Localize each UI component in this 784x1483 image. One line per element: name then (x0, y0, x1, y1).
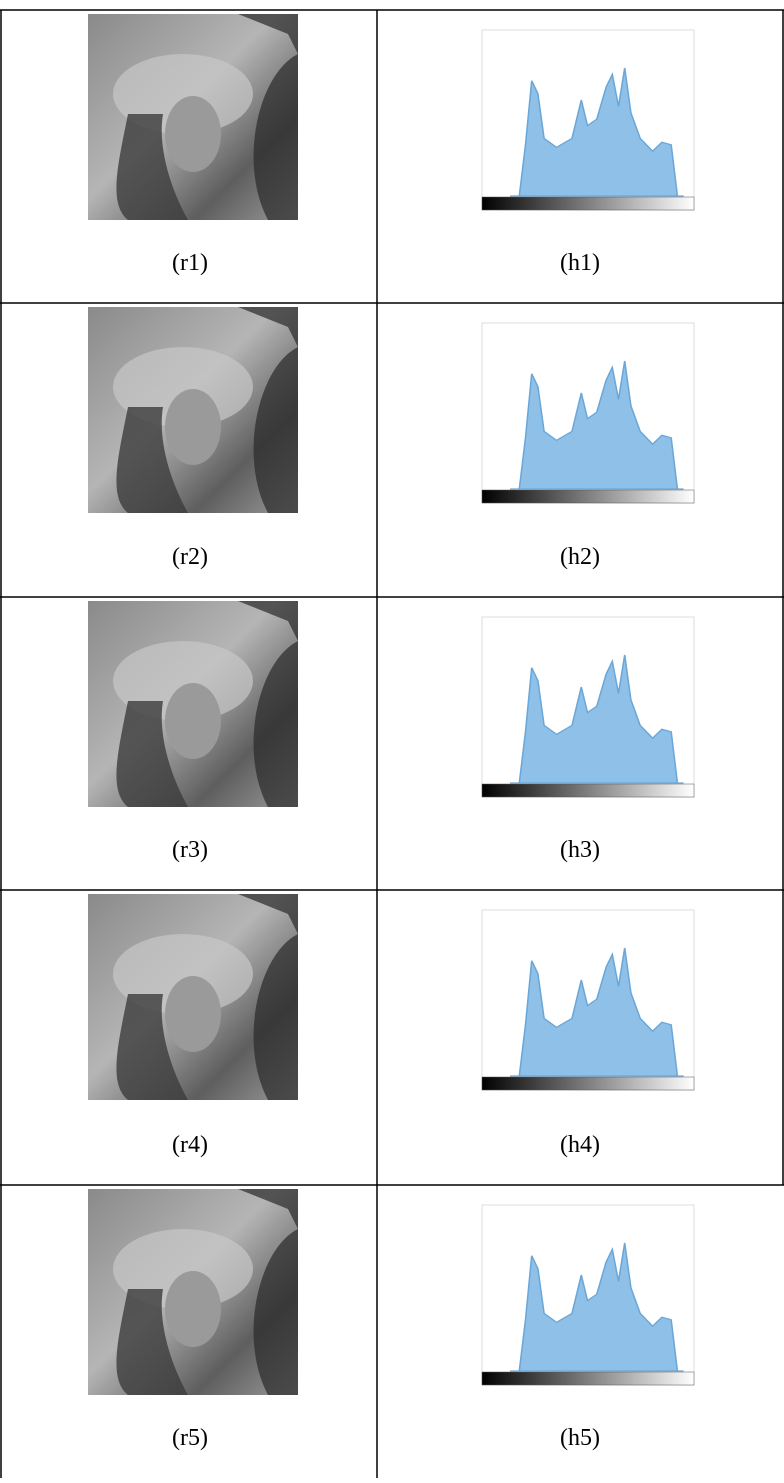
photo-detail (165, 96, 221, 172)
photo (88, 894, 298, 1100)
photo-detail (165, 976, 221, 1052)
photo (88, 307, 298, 513)
histogram-shape (510, 654, 684, 784)
photo-detail (165, 1271, 221, 1347)
caption: (h1) (560, 250, 600, 276)
photo-detail (116, 701, 188, 807)
photo-detail (116, 994, 188, 1100)
histogram-image (481, 616, 695, 798)
histogram-shape (510, 67, 684, 197)
photo (88, 14, 298, 220)
caption: (h5) (560, 1425, 600, 1451)
photo-detail (165, 389, 221, 465)
histogram-colorbar (481, 783, 695, 798)
caption: (r2) (172, 544, 208, 570)
histogram-colorbar (481, 489, 695, 504)
photo-detail (238, 1189, 298, 1395)
histogram-colorbar (481, 196, 695, 211)
histogram-colorbar (481, 1076, 695, 1091)
photo (88, 1189, 298, 1395)
caption: (h4) (560, 1132, 600, 1158)
photo-detail (165, 683, 221, 759)
histogram-colorbar (481, 1371, 695, 1386)
histogram-image (481, 322, 695, 504)
caption: (r5) (172, 1425, 208, 1451)
photo-detail (238, 14, 298, 220)
caption: (h3) (560, 837, 600, 863)
photo-detail (238, 601, 298, 807)
photo-detail (116, 1289, 188, 1395)
photo-detail (238, 894, 298, 1100)
photo-detail (116, 114, 188, 220)
histogram-shape (510, 947, 684, 1077)
photo-detail (238, 307, 298, 513)
histogram-shape (510, 360, 684, 490)
histogram-shape (510, 1242, 684, 1372)
photo (88, 601, 298, 807)
histogram-image (481, 29, 695, 211)
caption: (r3) (172, 837, 208, 863)
histogram-image (481, 1204, 695, 1386)
histogram-image (481, 909, 695, 1091)
caption: (r1) (172, 250, 208, 276)
caption: (h2) (560, 544, 600, 570)
photo-detail (116, 407, 188, 513)
caption: (r4) (172, 1132, 208, 1158)
